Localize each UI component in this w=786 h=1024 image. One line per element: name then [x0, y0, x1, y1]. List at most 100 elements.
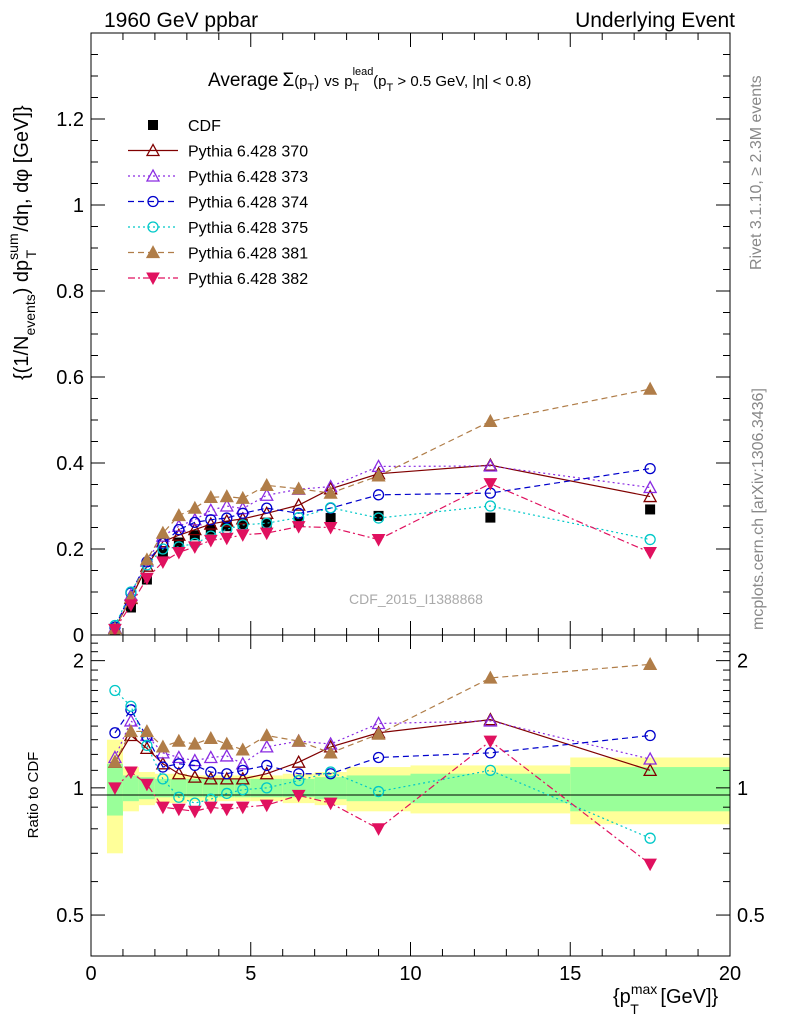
- data-point-pythia-6-428-382: [483, 478, 498, 491]
- x-tick-label: 5: [245, 963, 256, 985]
- ratio-point-pythia-6-428-373: [643, 751, 658, 765]
- y-tick-label-ratio: 1: [73, 778, 84, 800]
- y-tick-label-ratio-right: 2: [737, 651, 748, 673]
- data-point-pythia-6-428-374: [644, 462, 656, 475]
- ratio-point-pythia-6-428-382: [235, 801, 250, 815]
- data-point-pythia-6-428-381: [219, 489, 234, 503]
- ratio-band-inner: [346, 775, 411, 802]
- y-tick-label-ratio-right: 0.5: [737, 905, 765, 927]
- ratio-point-pythia-6-428-374: [261, 759, 273, 772]
- ratio-point-pythia-6-428-375: [644, 832, 656, 844]
- legend-marker-pythia-6-428-373: [145, 168, 161, 182]
- data-point-pythia-6-428-374: [372, 489, 385, 501]
- legend-item-cdf: CDF: [148, 118, 221, 135]
- ratio-point-pythia-6-428-382: [371, 823, 386, 836]
- data-point-pythia-6-428-373: [259, 487, 274, 501]
- plot-title: Average Σ(pT) vs plead T (pT > 0.5 GeV, |η| <…: [208, 66, 531, 94]
- ratio-series-group: [107, 656, 658, 872]
- ratio-point-pythia-6-428-374: [205, 766, 217, 778]
- data-point-pythia-6-428-370: [291, 497, 306, 511]
- data-point-pythia-6-428-382: [140, 572, 154, 586]
- ratio-point-pythia-6-428-375: [173, 791, 185, 803]
- legend-item-pythia-6-428-374: Pythia 6.428 374: [128, 195, 308, 212]
- data-point-pythia-6-428-374: [173, 524, 185, 536]
- legend-marker-pythia-6-428-381: [145, 245, 161, 259]
- legend-marker-pythia-6-428-374: [147, 195, 159, 208]
- ratio-point-pythia-6-428-370: [643, 763, 658, 777]
- ratio-line-pythia-6-428-373: [114, 719, 651, 765]
- series-line-pythia-6-428-370: [114, 464, 651, 629]
- data-point-pythia-6-428-374: [261, 502, 273, 514]
- ratio-point-pythia-6-428-375: [372, 785, 385, 798]
- y-tick-label-main: 1: [73, 195, 84, 217]
- ratio-band-inner: [570, 767, 730, 812]
- ratio-uncertainty-bands: [106, 739, 730, 854]
- ratio-point-pythia-6-428-381: [291, 733, 306, 747]
- ratio-point-pythia-6-428-382: [219, 803, 234, 817]
- ratio-point-pythia-6-428-374: [237, 764, 249, 777]
- legend-item-pythia-6-428-370: Pythia 6.428 370: [128, 143, 308, 161]
- ratio-point-pythia-6-428-382: [643, 858, 657, 872]
- x-tick-label: 15: [559, 963, 581, 985]
- ratio-point-pythia-6-428-382: [203, 801, 218, 815]
- data-point-pythia-6-428-373: [219, 498, 234, 512]
- ratio-point-pythia-6-428-381: [203, 730, 218, 744]
- ratio-line-pythia-6-428-375: [114, 690, 651, 839]
- data-point-pythia-6-428-375: [157, 543, 169, 555]
- ratio-point-pythia-6-428-381: [323, 745, 338, 759]
- data-point-pythia-6-428-375: [484, 500, 497, 512]
- y-tick-label-main: 0: [73, 625, 84, 647]
- data-point-cdf: [485, 512, 496, 523]
- legend-item-pythia-6-428-375: Pythia 6.428 375: [128, 220, 308, 237]
- ratio-point-pythia-6-428-374: [157, 761, 169, 773]
- data-point-pythia-6-428-381: [291, 481, 306, 495]
- data-point-pythia-6-428-370: [187, 522, 202, 536]
- ratio-point-pythia-6-428-373: [259, 739, 274, 753]
- legend-item-pythia-6-428-382: Pythia 6.428 382: [128, 271, 308, 288]
- ratio-point-pythia-6-428-374: [125, 704, 137, 716]
- ratio-point-pythia-6-428-381: [259, 728, 274, 742]
- legend-marker-pythia-6-428-370: [145, 143, 161, 157]
- ratio-band-inner: [282, 778, 315, 798]
- ratio-point-pythia-6-428-370: [235, 771, 250, 785]
- header-right: Underlying Event: [575, 9, 735, 32]
- ratio-point-pythia-6-428-382: [259, 799, 274, 813]
- legend: CDF Pythia 6.428 370 Pythia 6.428 373 Pythi…: [128, 118, 308, 288]
- data-point-pythia-6-428-382: [219, 532, 234, 546]
- ratio-point-pythia-6-428-375: [141, 739, 153, 752]
- ratio-point-pythia-6-428-370: [291, 754, 306, 768]
- data-point-cdf: [373, 510, 384, 521]
- data-point-pythia-6-428-374: [293, 507, 305, 519]
- ratio-point-pythia-6-428-373: [171, 750, 186, 764]
- ratio-point-pythia-6-428-370: [139, 741, 155, 755]
- y-tick-label-main: 0.6: [56, 367, 84, 389]
- ratio-point-pythia-6-428-381: [123, 724, 139, 738]
- mcplots-label: mcplots.cern.ch [arXiv:1306.3436]: [750, 388, 767, 630]
- data-point-pythia-6-428-382: [187, 541, 202, 554]
- data-point-pythia-6-428-374: [221, 512, 233, 524]
- data-point-pythia-6-428-373: [187, 512, 202, 526]
- ratio-point-pythia-6-428-370: [187, 769, 202, 783]
- ratio-point-pythia-6-428-375: [237, 784, 249, 796]
- data-point-pythia-6-428-370: [171, 527, 186, 541]
- data-point-pythia-6-428-381: [259, 478, 274, 492]
- data-point-pythia-6-428-375: [644, 533, 656, 546]
- data-point-pythia-6-428-381: [203, 490, 218, 504]
- data-point-pythia-6-428-382: [108, 623, 122, 635]
- ratio-point-pythia-6-428-374: [173, 758, 185, 770]
- data-point-pythia-6-428-373: [483, 458, 498, 472]
- legend-item-pythia-6-428-373: Pythia 6.428 373: [128, 168, 308, 186]
- ratio-point-pythia-6-428-382: [291, 789, 306, 803]
- legend-label-pythia-6-428-374: Pythia 6.428 374: [188, 195, 308, 212]
- data-point-pythia-6-428-375: [324, 502, 337, 514]
- y-tick-label-ratio: 2: [73, 651, 84, 673]
- y-tick-label-ratio: 0.5: [56, 905, 84, 927]
- data-point-pythia-6-428-374: [189, 516, 201, 528]
- ratio-point-pythia-6-428-375: [109, 684, 121, 697]
- ratio-point-pythia-6-428-382: [156, 801, 170, 815]
- ratio-point-pythia-6-428-382: [140, 778, 154, 792]
- data-point-cdf: [157, 548, 168, 559]
- data-point-pythia-6-428-382: [643, 546, 657, 560]
- ratio-point-pythia-6-428-374: [189, 759, 201, 772]
